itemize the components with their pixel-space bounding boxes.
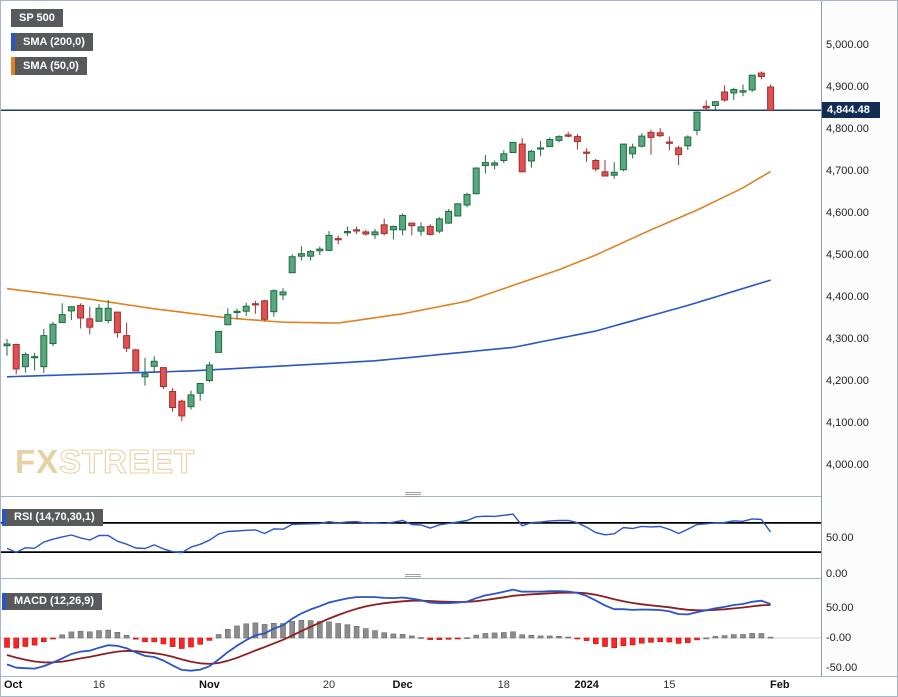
time-tick-label: Dec xyxy=(392,679,413,691)
pane-separator xyxy=(1,496,897,497)
price-tick-label: 4,900.00 xyxy=(826,81,869,93)
legend: SP 500 SMA (200,0) SMA (50,0) xyxy=(11,9,93,75)
legend-sp500[interactable]: SP 500 xyxy=(11,9,63,27)
time-tick-label: Nov xyxy=(199,679,220,691)
pane-separator xyxy=(1,578,897,579)
price-tick-label: 4,100.00 xyxy=(826,417,869,429)
rsi-pane-canvas[interactable] xyxy=(1,498,822,578)
time-axis[interactable]: Oct 16 Nov 20 Dec 18 2024 15 Feb xyxy=(1,679,822,696)
legend-sma200-label: SMA (200,0) xyxy=(23,36,85,48)
macd-indicator-label[interactable]: MACD (12,26,9) xyxy=(2,593,103,610)
time-tick-label: Feb xyxy=(770,679,790,691)
price-tick-label: 4,800.00 xyxy=(826,123,869,135)
svg-text:STREET: STREET xyxy=(59,443,195,480)
legend-sma200[interactable]: SMA (200,0) xyxy=(11,33,93,51)
price-pane-canvas[interactable]: FX STREET xyxy=(1,1,822,496)
rsi-tick-label: 50.00 xyxy=(826,531,854,544)
time-tick-label: Oct xyxy=(4,679,23,691)
time-tick-label: 16 xyxy=(92,679,106,691)
time-tick-label: 20 xyxy=(322,679,336,691)
last-price-badge: 4,844.48 xyxy=(822,102,880,119)
candles xyxy=(3,71,775,422)
macd-tick-label: 50.00 xyxy=(826,602,854,614)
legend-sma50-label: SMA (50,0) xyxy=(23,60,79,72)
rsi-indicator-label[interactable]: RSI (14,70,30,1) xyxy=(2,509,103,526)
price-tick-label: 4,600.00 xyxy=(826,207,869,219)
price-tick-label: 4,300.00 xyxy=(826,333,869,345)
macd-tick-label: -50.00 xyxy=(826,662,858,674)
svg-text:FX: FX xyxy=(15,443,59,480)
price-axis[interactable]: 4,844.48 5,000.00 4,900.00 4,800.00 4,700.0… xyxy=(822,1,897,676)
macd-signal-line xyxy=(6,591,771,665)
price-tick-label: 4,500.00 xyxy=(826,249,869,261)
time-tick-label: 18 xyxy=(497,679,510,691)
rsi-tick-label: 0.00 xyxy=(826,568,848,580)
legend-sma50[interactable]: SMA (50,0) xyxy=(11,57,87,75)
macd-histogram xyxy=(4,619,774,649)
price-tick-label: 4,700.00 xyxy=(826,165,869,177)
rsi-line xyxy=(6,513,772,554)
time-tick-label: 15 xyxy=(663,679,676,691)
fxstreet-watermark: FX STREET xyxy=(15,442,195,480)
sma50-line xyxy=(6,170,772,324)
pane-resize-handle[interactable] xyxy=(405,574,421,575)
macd-line xyxy=(6,588,771,672)
sma200-line xyxy=(6,279,771,378)
price-tick-label: 4,400.00 xyxy=(826,291,869,303)
legend-sp500-label: SP 500 xyxy=(19,12,55,24)
pane-resize-handle[interactable] xyxy=(405,492,421,493)
time-tick-label: 2024 xyxy=(574,679,599,691)
macd-tick-label: -0.00 xyxy=(826,632,852,644)
price-axis-border xyxy=(821,1,822,676)
price-tick-label: 4,000.00 xyxy=(826,459,869,471)
macd-pane-canvas[interactable] xyxy=(1,580,822,676)
pane-separator xyxy=(1,676,897,677)
price-tick-label: 4,200.00 xyxy=(826,375,869,387)
price-tick-label: 5,000.00 xyxy=(826,39,869,51)
